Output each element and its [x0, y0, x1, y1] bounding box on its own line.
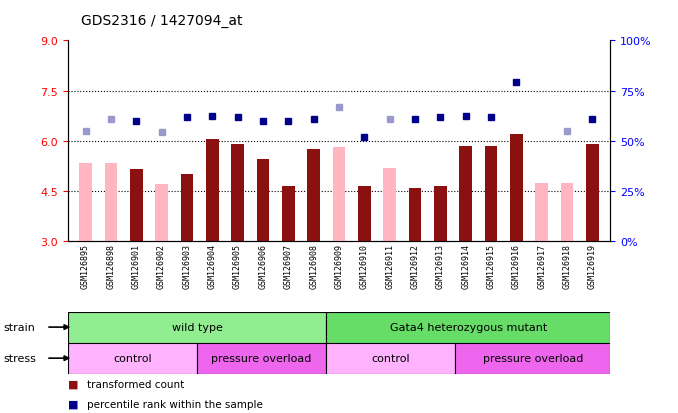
Bar: [383, 168, 396, 242]
Text: GSM126914: GSM126914: [461, 243, 471, 288]
Text: ■: ■: [68, 399, 78, 409]
Text: GSM126916: GSM126916: [512, 243, 521, 288]
Text: GSM126902: GSM126902: [157, 243, 166, 288]
Text: GSM126906: GSM126906: [258, 243, 267, 288]
Bar: [79, 163, 92, 242]
Text: GSM126912: GSM126912: [411, 243, 420, 288]
Text: Gata4 heterozygous mutant: Gata4 heterozygous mutant: [390, 322, 546, 332]
Text: transformed count: transformed count: [87, 379, 184, 389]
Text: stress: stress: [3, 353, 36, 363]
Bar: [455, 343, 610, 374]
Text: GDS2316 / 1427094_at: GDS2316 / 1427094_at: [81, 14, 243, 28]
Text: GSM126918: GSM126918: [563, 243, 572, 288]
Text: GSM126908: GSM126908: [309, 243, 318, 288]
Text: GSM126915: GSM126915: [487, 243, 496, 288]
Bar: [485, 147, 498, 242]
Text: pressure overload: pressure overload: [483, 353, 583, 363]
Text: GSM126917: GSM126917: [537, 243, 546, 288]
Bar: [434, 187, 447, 242]
Bar: [180, 175, 193, 242]
Bar: [326, 312, 610, 343]
Bar: [155, 185, 168, 242]
Bar: [197, 343, 326, 374]
Text: GSM126919: GSM126919: [588, 243, 597, 288]
Bar: [536, 183, 548, 242]
Bar: [561, 183, 574, 242]
Bar: [104, 163, 117, 242]
Bar: [231, 145, 244, 242]
Text: control: control: [113, 353, 152, 363]
Text: pressure overload: pressure overload: [212, 353, 312, 363]
Bar: [130, 170, 142, 242]
Text: GSM126913: GSM126913: [436, 243, 445, 288]
Text: GSM126904: GSM126904: [207, 243, 217, 288]
Bar: [68, 312, 326, 343]
Text: ■: ■: [68, 379, 78, 389]
Text: strain: strain: [3, 322, 35, 332]
Text: GSM126909: GSM126909: [334, 243, 344, 288]
Bar: [409, 188, 421, 242]
Bar: [326, 343, 455, 374]
Bar: [358, 187, 371, 242]
Text: GSM126907: GSM126907: [284, 243, 293, 288]
Text: percentile rank within the sample: percentile rank within the sample: [87, 399, 262, 409]
Text: GSM126905: GSM126905: [233, 243, 242, 288]
Text: wild type: wild type: [172, 322, 222, 332]
Bar: [333, 148, 345, 242]
Text: GSM126901: GSM126901: [132, 243, 141, 288]
Text: GSM126895: GSM126895: [81, 243, 90, 288]
Bar: [307, 150, 320, 242]
Text: GSM126910: GSM126910: [360, 243, 369, 288]
Bar: [257, 160, 269, 242]
Bar: [282, 187, 295, 242]
Bar: [206, 140, 218, 242]
Bar: [68, 343, 197, 374]
Text: GSM126898: GSM126898: [106, 243, 115, 288]
Bar: [510, 135, 523, 242]
Bar: [460, 147, 472, 242]
Text: GSM126911: GSM126911: [385, 243, 394, 288]
Text: control: control: [372, 353, 410, 363]
Text: GSM126903: GSM126903: [182, 243, 191, 288]
Bar: [586, 145, 599, 242]
